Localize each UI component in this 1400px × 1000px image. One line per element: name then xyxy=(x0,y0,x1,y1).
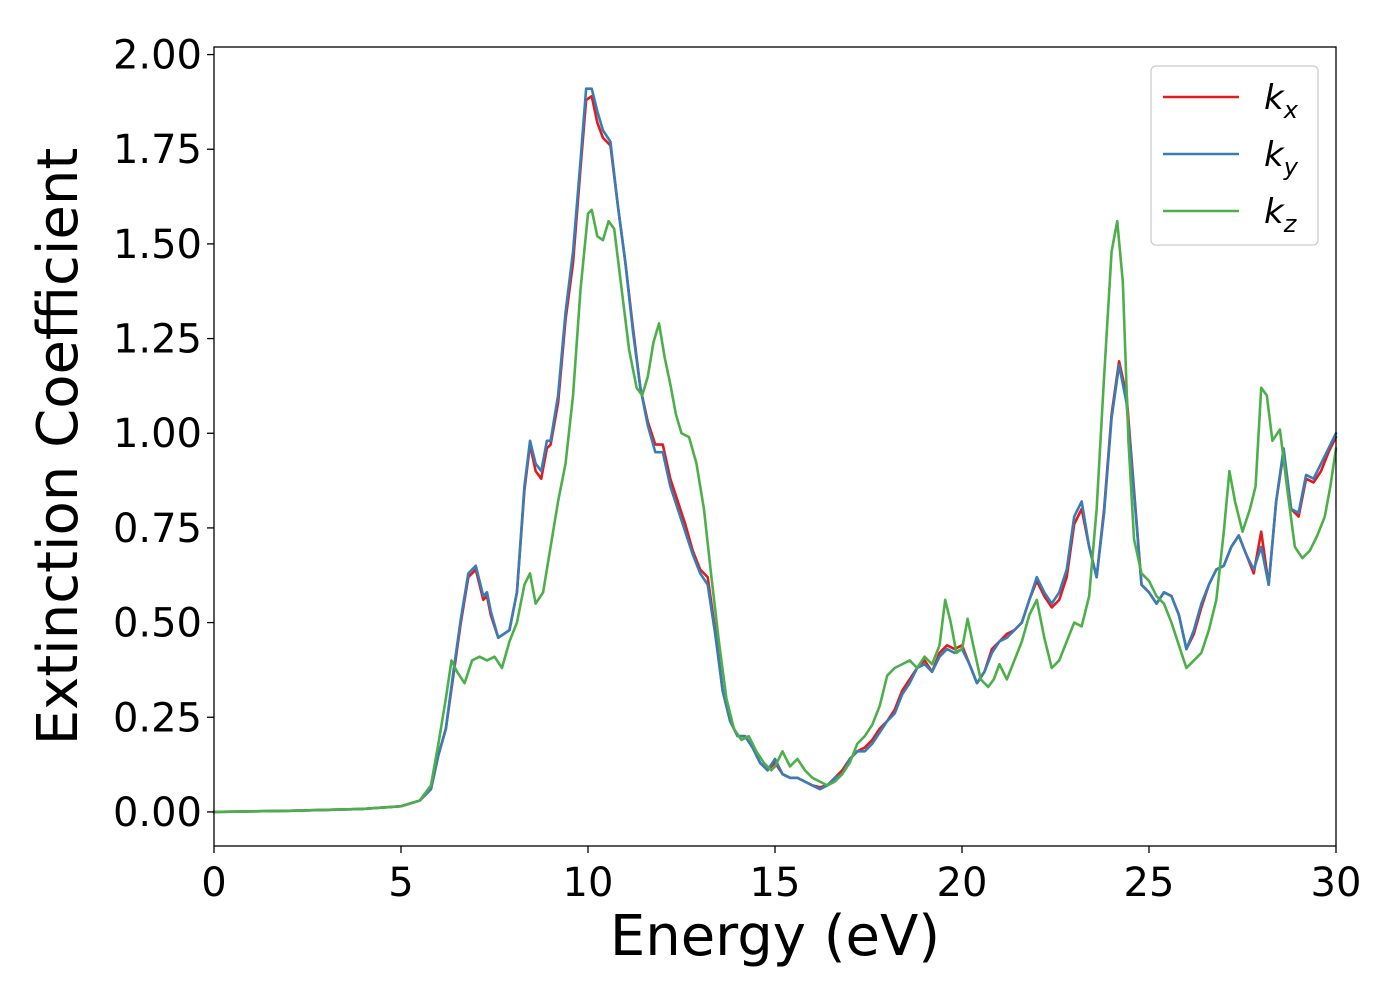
y-tick-label: 0.75 xyxy=(113,506,202,552)
legend-label-subscript: y xyxy=(1283,153,1299,181)
y-tick-label: 1.25 xyxy=(113,317,202,363)
series-line-k-z xyxy=(212,208,1338,814)
x-tick-label: 10 xyxy=(563,860,614,906)
legend-box xyxy=(1150,65,1319,246)
ticks-layer: 0 5 10 15 20 25 30 0.00 0.25 0.50 0.75 1.00 1.25 1.50… xyxy=(113,33,1362,906)
x-tick-label: 30 xyxy=(1311,860,1362,906)
x-tick-label: 0 xyxy=(201,860,226,906)
x-tick-label: 5 xyxy=(388,860,413,906)
legend-label-subscript: x xyxy=(1283,96,1299,124)
x-tick-label: 25 xyxy=(1124,860,1175,906)
y-tick-label: 2.00 xyxy=(113,33,202,79)
series-line-k-y xyxy=(212,87,1338,814)
y-tick-label: 1.75 xyxy=(113,127,202,173)
y-tick-label: 1.50 xyxy=(113,222,202,268)
x-tick-label: 20 xyxy=(937,860,988,906)
legend-label-subscript: z xyxy=(1283,210,1298,238)
legend-label: kx xyxy=(1264,78,1299,124)
series-layer xyxy=(212,87,1338,814)
y-tick-label: 0.00 xyxy=(113,790,202,836)
y-tick-label: 0.50 xyxy=(113,601,202,647)
y-tick-label: 0.25 xyxy=(113,695,202,741)
y-axis-title: Extinction Coefficient xyxy=(26,148,91,746)
y-tick-label: 1.00 xyxy=(113,411,202,457)
x-tick-label: 15 xyxy=(750,860,801,906)
x-axis-title: Energy (eV) xyxy=(610,904,940,969)
